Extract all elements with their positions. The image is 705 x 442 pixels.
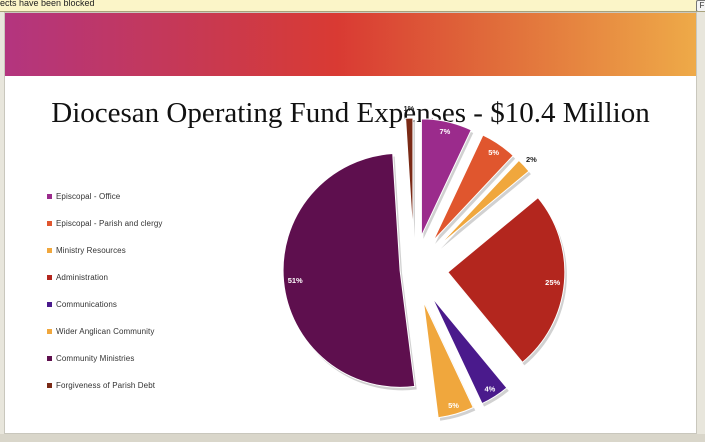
slice-label-communications: 4%: [484, 385, 495, 394]
legend-label: Episcopal - Parish and clergy: [56, 219, 163, 228]
pie-slice-community-ministries: [282, 153, 416, 388]
legend-item-communications: Communications: [47, 291, 163, 318]
pie-slice-ministry-resources: [438, 159, 530, 247]
slice-label-episcopal-parish-and-clergy: 5%: [488, 148, 499, 157]
legend-label: Administration: [56, 273, 109, 282]
legend-swatch: [47, 275, 52, 280]
legend-item-ministry-resources: Ministry Resources: [47, 237, 163, 264]
legend-item-episcopal-parish-and-clergy: Episcopal - Parish and clergy: [47, 210, 163, 237]
pie-chart: 7% 5% 2% 25% 4% 5% 51% 1%: [282, 104, 567, 421]
infobar-message: ects have been blocked: [0, 0, 95, 8]
slide-header-banner: [5, 13, 696, 76]
legend-item-community-ministries: Community Ministries: [47, 345, 163, 372]
slice-label-community-ministries: 51%: [288, 276, 303, 285]
pie-slice-forgiveness-of-parish-debt: [405, 117, 414, 236]
legend-swatch: [47, 302, 52, 307]
presentation-slide: Diocesan Operating Fund Expenses - $10.4…: [5, 13, 696, 433]
slice-label-ministry-resources: 2%: [526, 155, 537, 164]
pie-slice-wider-anglican-community: [422, 301, 474, 419]
page-title: Diocesan Operating Fund Expenses - $10.4…: [51, 97, 650, 129]
pie-slice-administration: [447, 196, 566, 364]
legend-label: Communications: [56, 300, 117, 309]
slice-label-episcopal-office: 7%: [439, 127, 450, 136]
blocked-content-infobar: ects have been blocked F: [0, 0, 705, 12]
legend-swatch: [47, 221, 52, 226]
legend-label: Episcopal - Office: [56, 192, 121, 201]
legend-swatch: [47, 248, 52, 253]
legend-swatch: [47, 329, 52, 334]
pie-slice-episcopal-parish-and-clergy: [432, 134, 514, 242]
pie-slice-communications: [431, 297, 508, 405]
legend-item-wider-anglican-community: Wider Anglican Community: [47, 318, 163, 345]
chart-legend: Episcopal - Office Episcopal - Parish and…: [47, 183, 163, 399]
slice-label-forgiveness-of-parish-debt: 1%: [404, 104, 415, 113]
pie-slice-episcopal-office: [420, 118, 472, 237]
infobar-options-button[interactable]: F: [696, 0, 705, 11]
legend-label: Forgiveness of Parish Debt: [56, 381, 156, 390]
legend-swatch: [47, 194, 52, 199]
legend-label: Ministry Resources: [56, 246, 126, 255]
legend-label: Community Ministries: [56, 354, 135, 363]
legend-item-forgiveness-of-parish-debt: Forgiveness of Parish Debt: [47, 372, 163, 399]
slice-label-administration: 25%: [545, 278, 560, 287]
legend-label: Wider Anglican Community: [56, 327, 155, 336]
legend-swatch: [47, 383, 52, 388]
window-bottom-edge: [0, 434, 705, 442]
legend-swatch: [47, 356, 52, 361]
legend-item-administration: Administration: [47, 264, 163, 291]
legend-item-episcopal-office: Episcopal - Office: [47, 183, 163, 210]
slice-label-wider-anglican-community: 5%: [448, 401, 459, 410]
